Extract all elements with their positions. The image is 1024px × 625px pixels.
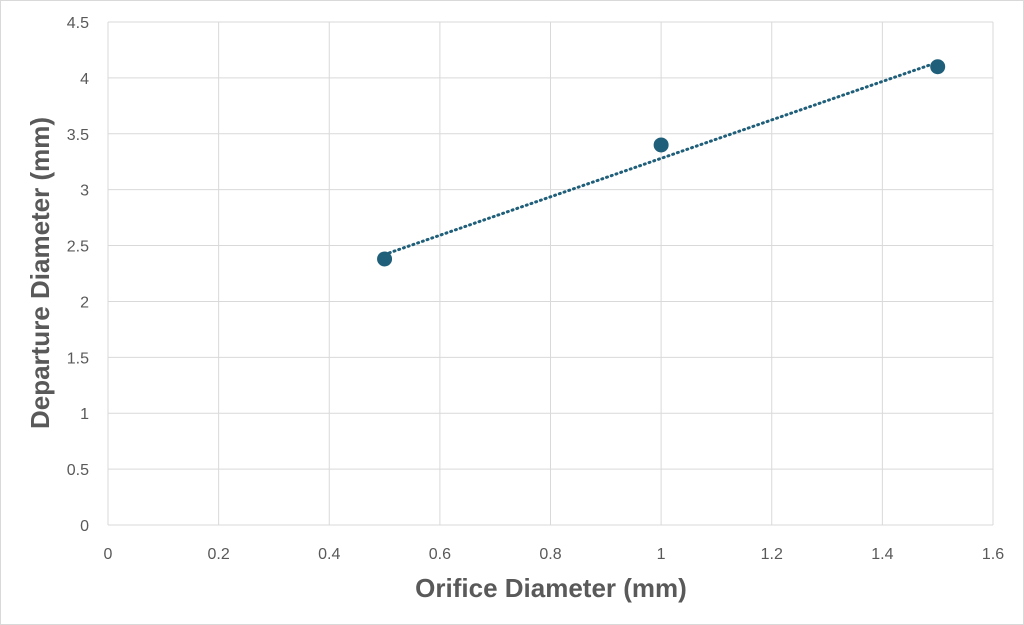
y-tick-label: 4	[80, 71, 89, 88]
y-tick-label: 3.5	[67, 127, 89, 144]
x-axis-title: Orifice Diameter (mm)	[415, 573, 687, 603]
x-tick-label: 1.2	[761, 546, 783, 563]
y-tick-label: 2.5	[67, 239, 89, 256]
grid	[107, 21, 994, 526]
y-tick-label: 0	[80, 518, 89, 535]
data-point	[930, 59, 946, 75]
y-tick-label: 1.5	[67, 350, 89, 367]
y-tick-label: 1	[80, 406, 89, 423]
x-tick-label: 0.8	[539, 546, 561, 563]
y-axis-ticks: 0 0.5 1 1.5 2 2.5 3 3.5 4 4.5	[67, 15, 89, 535]
x-tick-label: 0.6	[429, 546, 451, 563]
y-tick-label: 2	[80, 294, 89, 311]
data-point	[653, 137, 669, 153]
x-tick-label: 1.4	[871, 546, 893, 563]
data-point	[377, 251, 393, 267]
y-tick-label: 3	[80, 183, 89, 200]
x-tick-label: 0.2	[208, 546, 230, 563]
x-tick-label: 1	[657, 546, 666, 563]
x-tick-label: 1.6	[982, 546, 1004, 563]
x-tick-label: 0.4	[318, 546, 340, 563]
y-tick-label: 0.5	[67, 462, 89, 479]
x-axis-ticks: 0 0.2 0.4 0.6 0.8 1 1.2 1.4 1.6	[104, 546, 1005, 563]
data-points	[377, 59, 946, 267]
y-axis-title: Departure Diameter (mm)	[25, 117, 55, 429]
x-tick-label: 0	[104, 546, 113, 563]
y-tick-label: 4.5	[67, 15, 89, 32]
